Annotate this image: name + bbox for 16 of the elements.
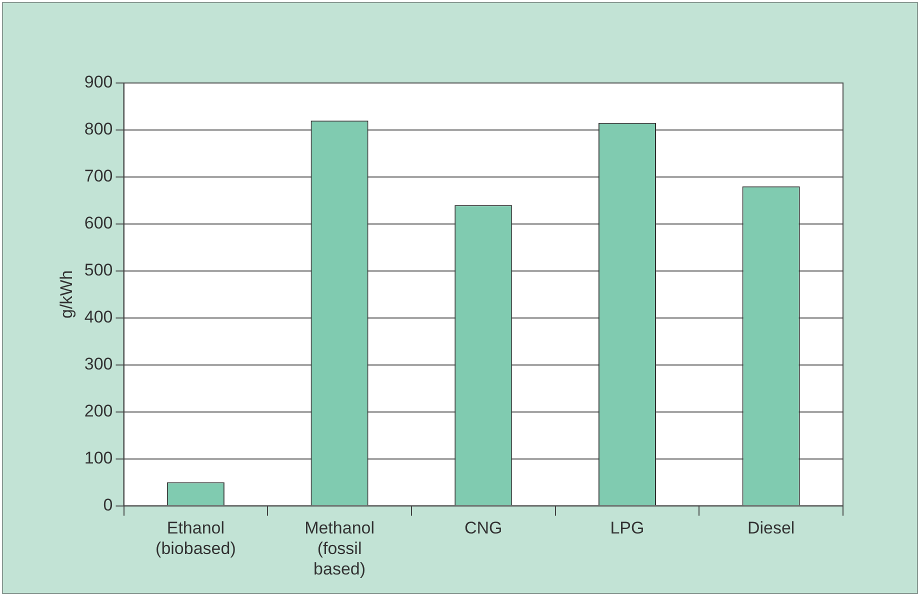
y-tick-label: 200 [84,402,113,421]
y-tick-label: 800 [84,120,113,139]
y-tick-label: 700 [84,166,113,186]
y-tick-label: 900 [84,72,113,92]
x-tick-label: Ethanol (biobased) [156,518,236,558]
x-tick-label: CNG [464,518,502,538]
x-tick-label: LPG [610,518,644,538]
y-axis-title: g/kWh [56,270,76,318]
y-tick-label: 0 [103,495,113,514]
y-tick-label: 300 [84,354,113,374]
y-tick-label: 600 [84,214,113,233]
x-tick-label: Diesel [747,518,795,538]
y-tick-label: 500 [84,260,113,280]
y-tick-label: 400 [84,308,113,327]
y-tick-label: 100 [84,448,113,468]
x-tick-label: Methanol (fossil based) [304,518,375,578]
